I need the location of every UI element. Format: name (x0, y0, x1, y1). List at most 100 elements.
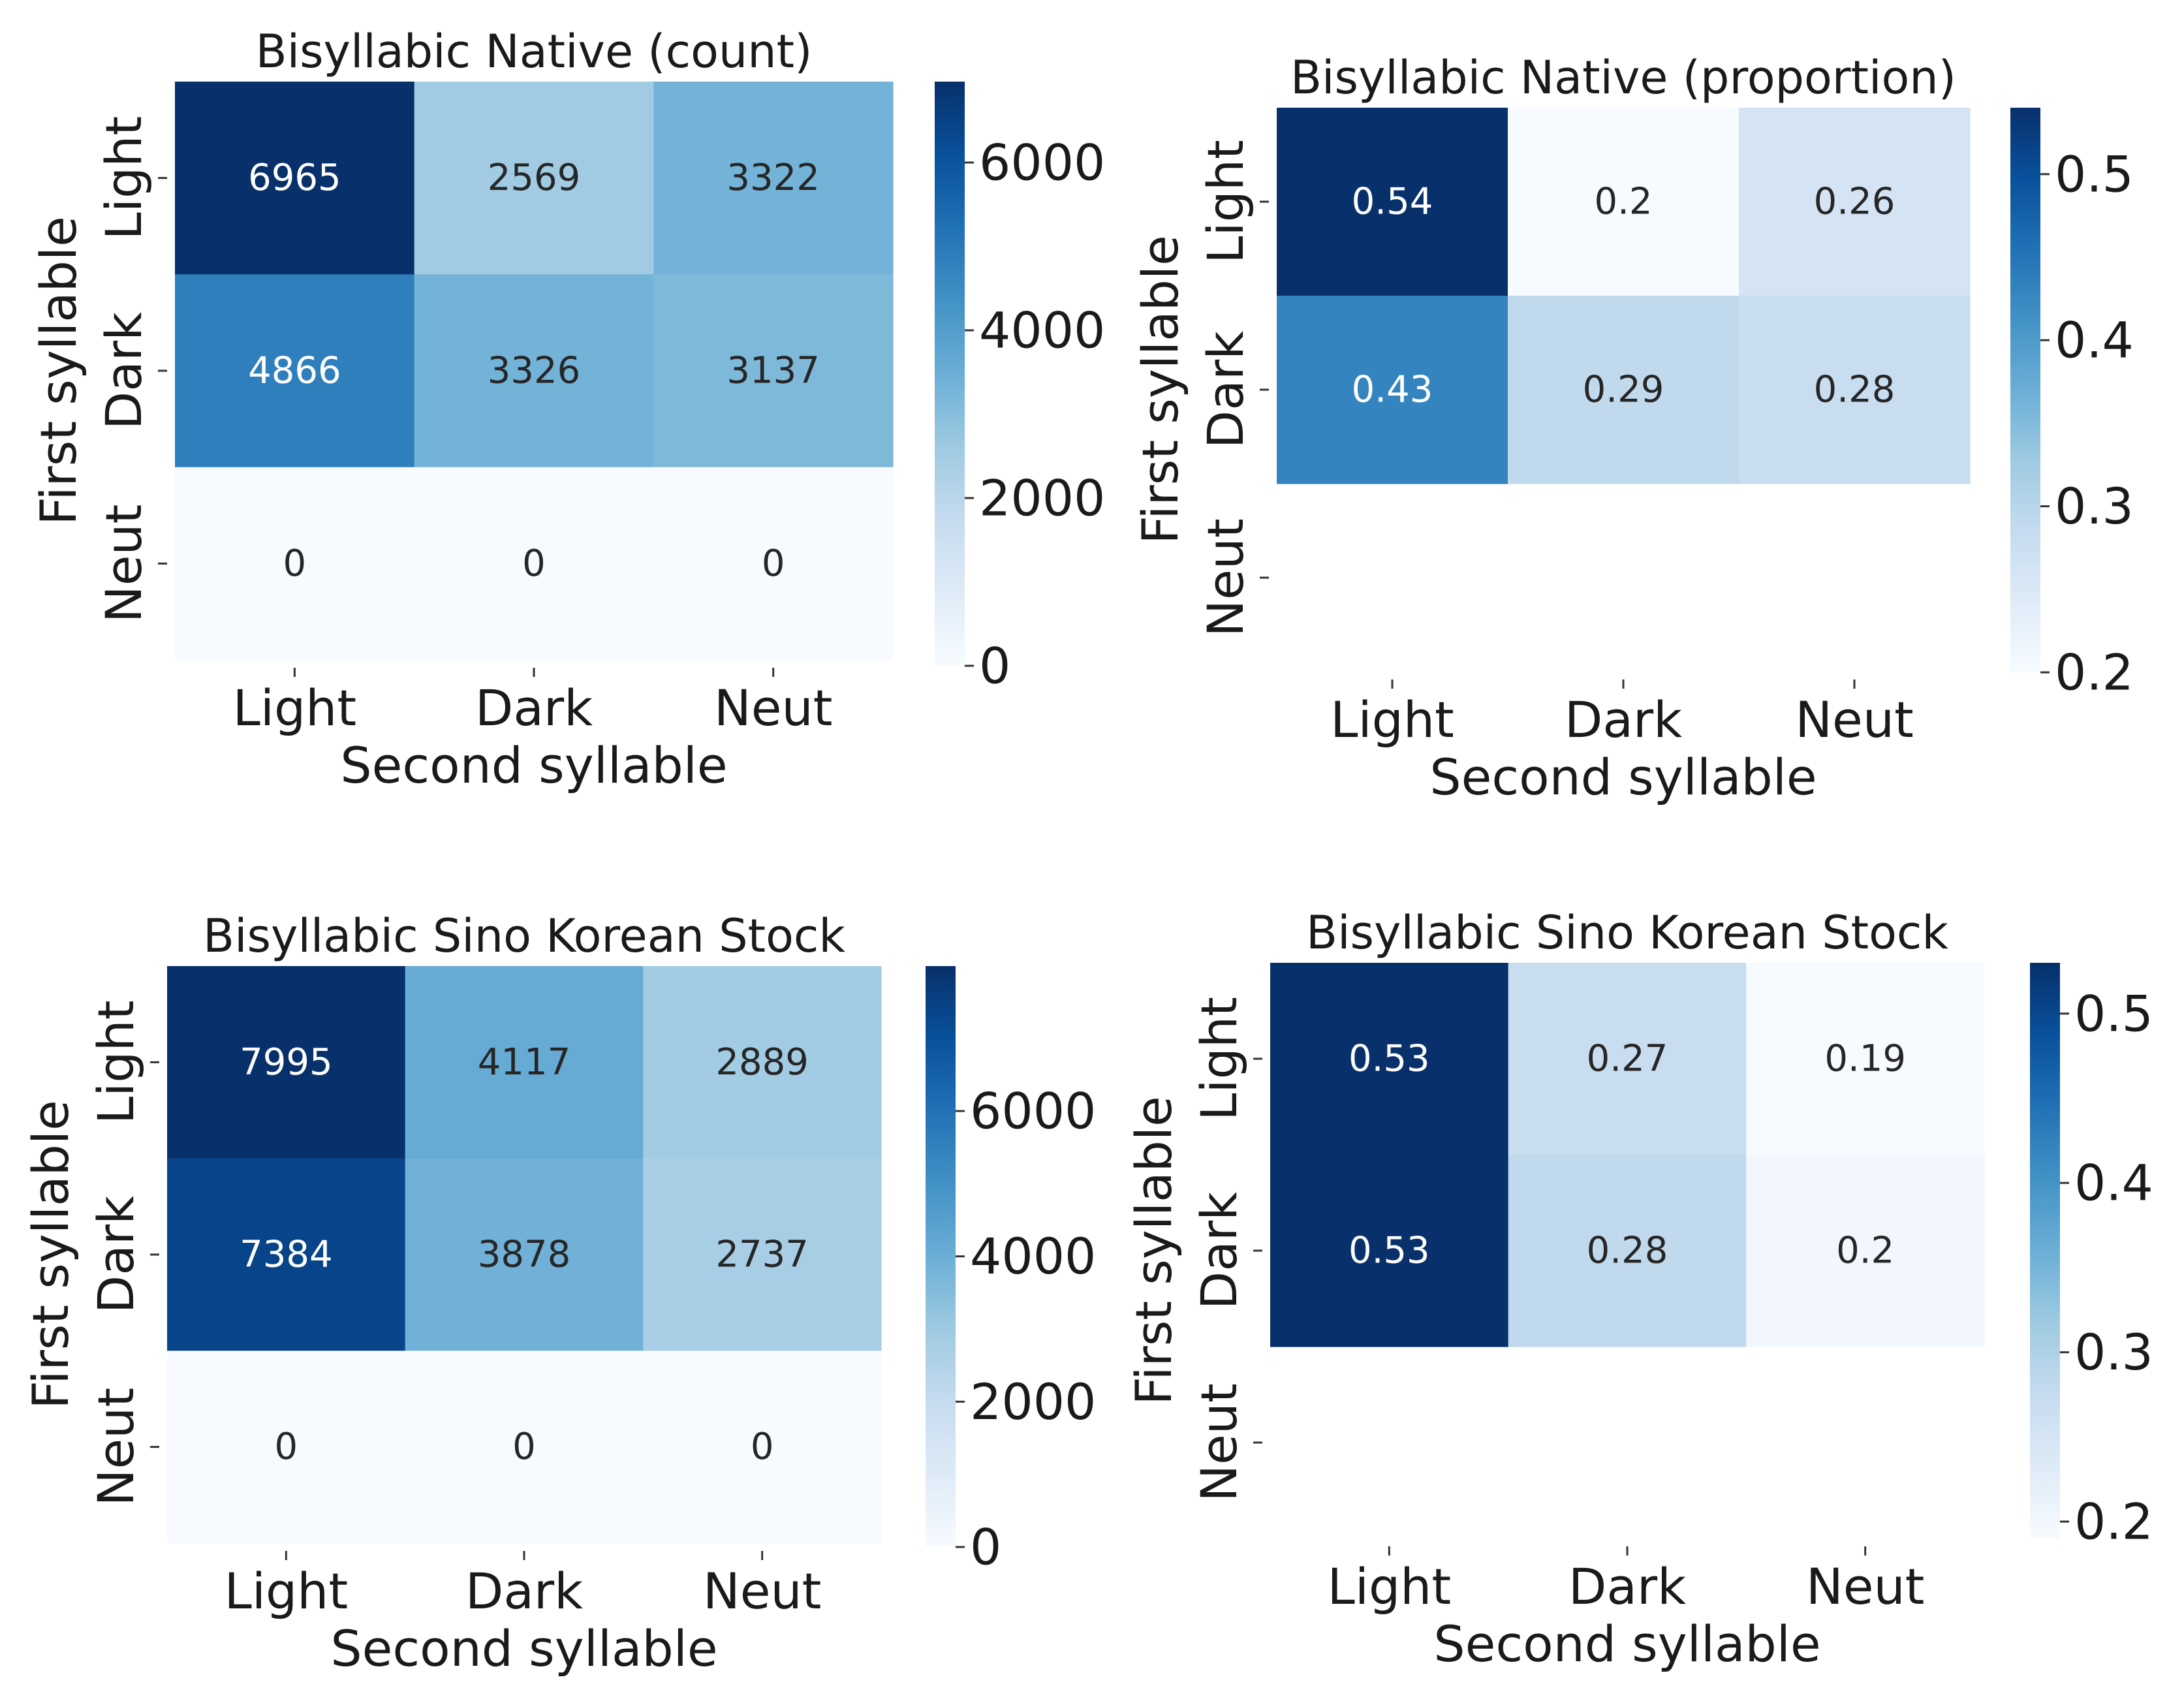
heatmap-cell-r2-c2 (414, 274, 654, 468)
cell-value-label: 0.19 (1824, 1038, 1906, 1080)
cell-value-label: 0.53 (1349, 1038, 1430, 1080)
y-axis-label: First syllable (1125, 1096, 1183, 1405)
heatmap-cell-r2-c3 (1739, 296, 1971, 484)
x-tick-label: Dark (1565, 691, 1682, 749)
y-axis-label: First syllable (1131, 235, 1189, 544)
colorbar (935, 82, 965, 666)
colorbar-tick-label: 0.3 (2074, 1323, 2153, 1381)
x-tick-label: Light (232, 679, 356, 737)
heatmap-cell-r1-c2 (414, 82, 654, 275)
heatmap-cell-r3-c3 (653, 467, 894, 661)
heatmap-cell-r2-c2 (1508, 1155, 1747, 1347)
heatmap-cell-r3-c2 (414, 467, 654, 661)
y-tick-label: Dark (1196, 331, 1255, 448)
cell-value-label: 0.28 (1587, 1230, 1668, 1272)
x-axis-label: Second syllable (330, 1619, 717, 1678)
x-tick-label: Light (224, 1562, 348, 1620)
x-tick-label: Light (1327, 1557, 1451, 1616)
cell-value-label: 0 (762, 542, 785, 585)
y-tick-label: Light (87, 1000, 145, 1124)
y-tick-label: Dark (87, 1196, 145, 1313)
colorbar-tick-label: 4000 (970, 1227, 1096, 1285)
y-axis-label: First syllable (29, 216, 87, 525)
colorbar-tick-label: 0.5 (2074, 984, 2153, 1042)
heatmap-panel-2: 0.54 0.2 0.26 0.43 0.29 0.28 Bisyllabic Native… (1131, 51, 2134, 806)
cell-value-label: 0 (275, 1426, 298, 1468)
heatmap-cell-r2-c2 (405, 1158, 644, 1351)
colorbar-tick-label: 0.2 (2055, 644, 2134, 702)
cell-value-label: 6965 (248, 157, 341, 199)
x-tick-label: Neut (1795, 691, 1914, 749)
x-axis-label: Second syllable (1433, 1615, 1820, 1673)
heatmap-cell-r2-c1 (1277, 296, 1508, 484)
y-tick-label: Neut (1190, 1383, 1248, 1502)
y-tick-label: Neut (95, 505, 153, 623)
heatmap-cell-r1-c1 (1277, 108, 1508, 296)
heatmap-cell-r1-c1 (167, 966, 406, 1159)
cell-value-label: 0.2 (1594, 181, 1652, 223)
cell-value-label: 0.2 (1836, 1230, 1894, 1272)
colorbar-tick-label: 6000 (970, 1082, 1096, 1140)
heatmap-cell-r3-c3 (643, 1351, 882, 1544)
cell-value-label: 0.27 (1587, 1038, 1668, 1080)
cell-value-label: 0.54 (1352, 181, 1433, 223)
colorbar-tick-label: 0.4 (2055, 311, 2134, 369)
y-tick-label: Dark (1190, 1192, 1248, 1309)
cell-value-label: 0.28 (1814, 369, 1895, 411)
heatmap-cell-r1-c3 (1739, 108, 1971, 296)
x-tick-label: Neut (714, 679, 833, 737)
cell-value-label: 3326 (488, 350, 581, 392)
heatmap-cell-r2-c1 (167, 1158, 406, 1351)
colorbar-tick-label: 2000 (979, 469, 1105, 527)
x-axis-label: Second syllable (340, 736, 727, 794)
x-tick-label: Neut (1806, 1557, 1925, 1616)
cell-value-label: 0 (751, 1426, 774, 1468)
colorbar-tick-label: 0.4 (2074, 1154, 2153, 1212)
cell-value-label: 2737 (715, 1234, 809, 1276)
colorbar-tick-label: 0 (979, 637, 1010, 695)
heatmap-panel-4: 0.53 0.27 0.19 0.53 0.28 0.2 Bisyllabic Sino K… (1125, 906, 2153, 1673)
cell-value-label: 3137 (726, 350, 820, 392)
heatmap-cell-r1-c2 (1508, 963, 1747, 1155)
cell-value-label: 2889 (715, 1041, 809, 1084)
y-tick-label: Dark (95, 312, 153, 430)
cell-value-label: 4117 (478, 1041, 571, 1084)
cell-value-label: 0.43 (1352, 369, 1433, 411)
cell-value-label: 0.53 (1349, 1230, 1430, 1272)
colorbar-tick-label: 0.3 (2055, 477, 2134, 535)
x-axis-label: Second syllable (1429, 748, 1817, 806)
x-tick-label: Light (1330, 691, 1454, 749)
chart-title: Bisyllabic Sino Korean Stock (203, 909, 845, 963)
heatmap-panel-1: 6965 2569 3322 4866 3326 3137 0 0 0 Bisyllabic Na… (29, 25, 1105, 794)
cell-value-label: 3878 (478, 1234, 571, 1276)
y-tick-label: Neut (87, 1388, 145, 1507)
cell-value-label: 7995 (240, 1041, 333, 1084)
heatmap-cell-r1-c2 (1508, 108, 1739, 296)
y-tick-label: Light (1190, 997, 1248, 1121)
heatmap-cell-r2-c3 (643, 1158, 882, 1351)
cell-value-label: 2569 (488, 157, 581, 199)
colorbar (2030, 963, 2060, 1539)
heatmap-cell-r2-c3 (1746, 1155, 1985, 1347)
cell-value-label: 3322 (726, 157, 820, 199)
x-tick-label: Dark (1568, 1557, 1686, 1616)
x-tick-label: Neut (703, 1562, 822, 1620)
heatmap-cell-r3-c1 (167, 1351, 406, 1544)
heatmap-cell-r2-c2 (1508, 296, 1739, 484)
heatmap-cell-r3-c1 (175, 467, 415, 661)
cell-value-label: 4866 (248, 350, 341, 392)
cell-value-label: 0 (283, 542, 307, 585)
cell-value-label: 0 (522, 542, 546, 585)
colorbar-tick-label: 0.2 (2074, 1493, 2153, 1551)
y-axis-label: First syllable (22, 1100, 80, 1409)
chart-title: Bisyllabic Sino Korean Stock (1306, 906, 1948, 960)
colorbar (926, 966, 956, 1547)
colorbar (2010, 108, 2040, 672)
x-tick-label: Dark (465, 1562, 583, 1620)
colorbar-tick-label: 4000 (979, 302, 1105, 360)
y-tick-label: Light (1196, 140, 1255, 264)
heatmap-panel-3: 7995 4117 2889 7384 3878 2737 0 0 0 Bisyllabic Si… (22, 909, 1096, 1678)
cell-value-label: 7384 (240, 1234, 333, 1276)
heatmap-cell-r1-c3 (1746, 963, 1985, 1155)
